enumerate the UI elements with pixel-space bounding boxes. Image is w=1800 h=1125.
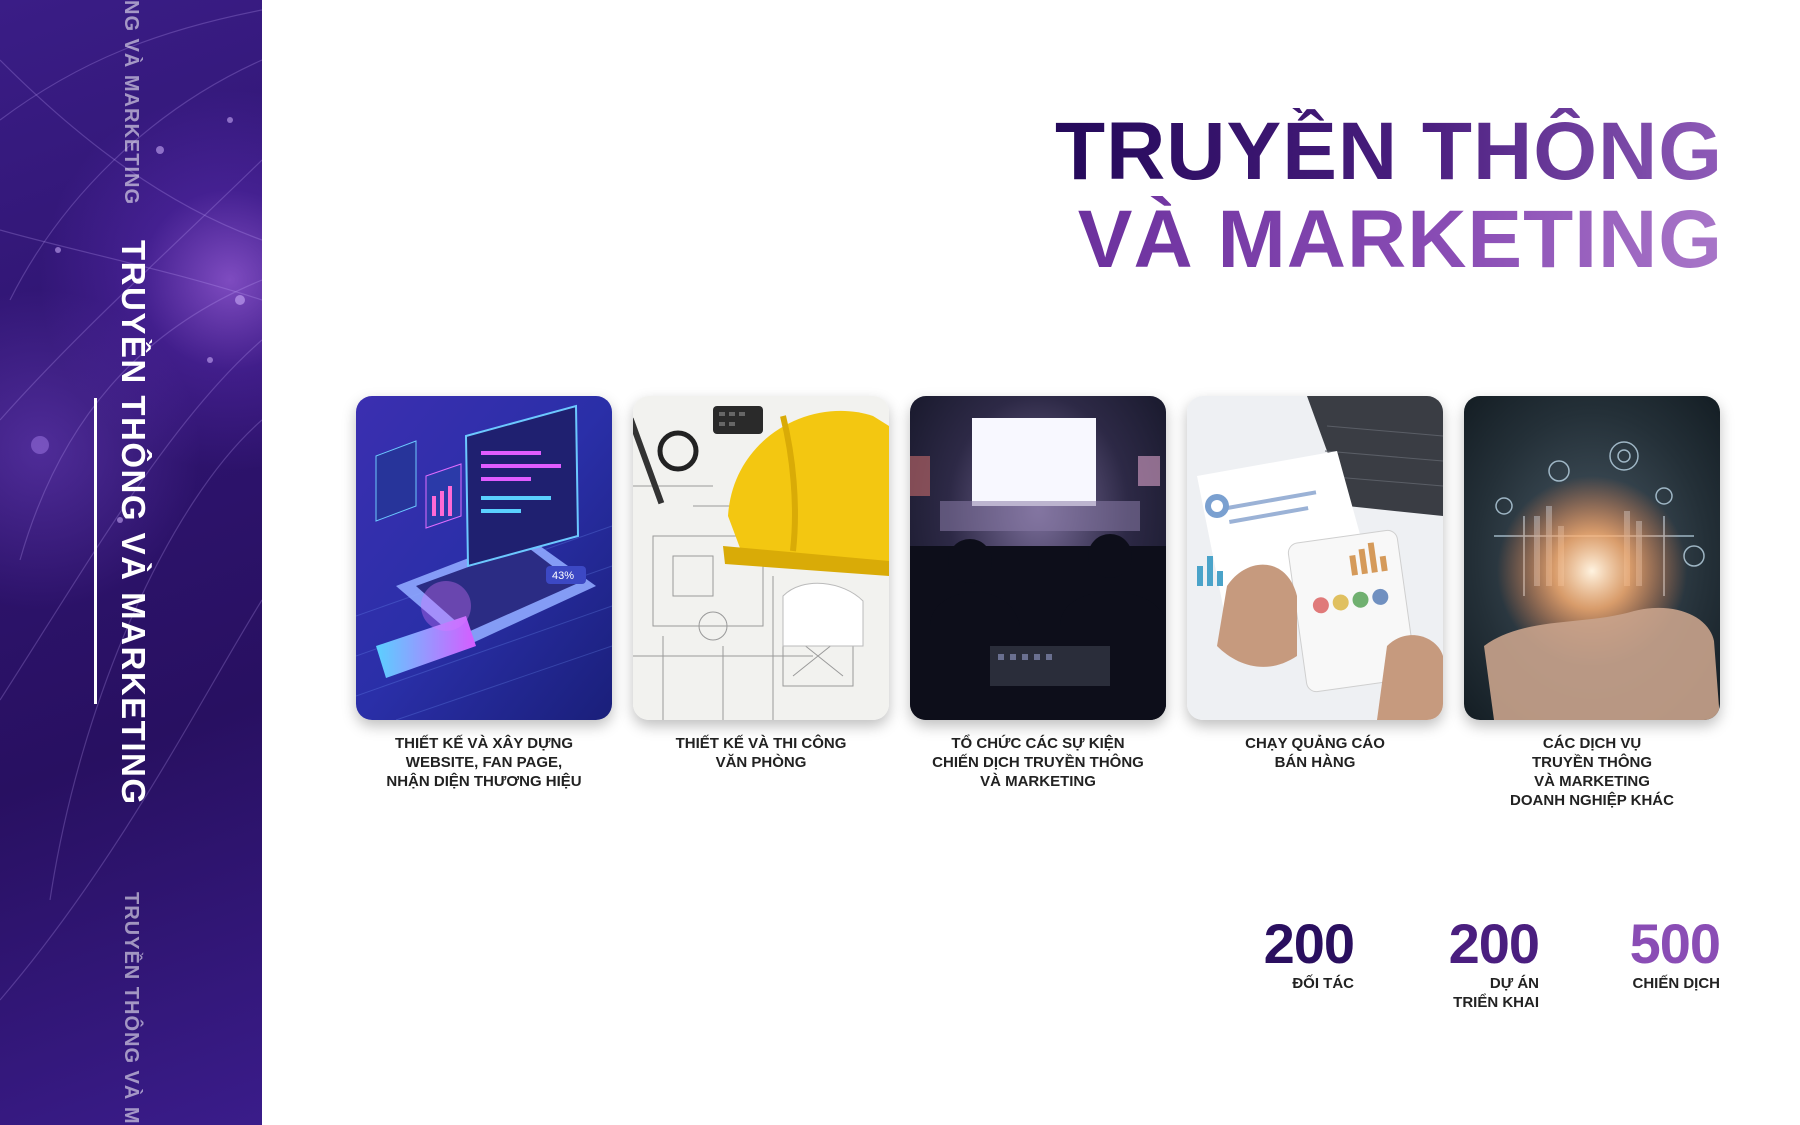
stat-value: 500 [1629, 912, 1721, 975]
digital-hand-image [1464, 396, 1720, 720]
tablet-charts-image [1187, 396, 1443, 720]
svg-text:43%: 43% [552, 570, 574, 582]
stat-label: DỰ ÁN TRIỂN KHAI [1453, 975, 1539, 1011]
stat-value: 200 [1448, 912, 1540, 975]
stat-label: ĐỐI TÁC [1292, 975, 1354, 992]
title-line-2: VÀ MARKETING [1055, 196, 1723, 284]
stat-projects: 200 DỰ ÁN TRIỂN KHAI [1448, 912, 1540, 1012]
services-list: 43% THIẾT KẾ VÀ XÂY DỰNG WEBSITE, FAN PA… [356, 396, 1720, 816]
service-label: THIẾT KẾ VÀ XÂY DỰNG WEBSITE, FAN PAGE, … [386, 735, 582, 790]
service-card-events[interactable]: TỔ CHỨC CÁC SỰ KIỆN CHIẾN DỊCH TRUYỀN TH… [910, 396, 1166, 791]
sidebar-banner: TRUYỀN THÔNG VÀ MARKETING TRUYỀN THÔNG V… [0, 0, 262, 1125]
isometric-laptop-image: 43% [356, 396, 612, 720]
sidebar-title: TRUYỀN THÔNG VÀ MARKETING [115, 240, 152, 806]
service-card-web-design[interactable]: 43% THIẾT KẾ VÀ XÂY DỰNG WEBSITE, FAN PA… [356, 396, 612, 791]
service-card-ads[interactable]: CHẠY QUẢNG CÁO BÁN HÀNG [1187, 396, 1443, 772]
page-title: TRUYỀN THÔNG VÀ MARKETING [1055, 108, 1723, 284]
hard-hat-blueprint-image [633, 396, 889, 720]
fiber-optic-background [0, 9, 262, 1001]
service-card-other[interactable]: CÁC DỊCH VỤ TRUYỀN THÔNG VÀ MARKETING DO… [1464, 396, 1720, 810]
service-label: CHẠY QUẢNG CÁO BÁN HÀNG [1245, 735, 1385, 771]
stat-value: 200 [1263, 912, 1355, 975]
event-stage-image [910, 396, 1166, 720]
sidebar-bottom-caption: TRUYỀN THÔNG VÀ MARKETING [120, 892, 142, 1125]
title-line-1: TRUYỀN THÔNG [1055, 106, 1723, 197]
service-card-office-design[interactable]: THIẾT KẾ VÀ THI CÔNG VĂN PHÒNG [633, 396, 889, 772]
sidebar-top-caption: TRUYỀN THÔNG VÀ MARKETING [120, 0, 142, 205]
service-label: CÁC DỊCH VỤ TRUYỀN THÔNG VÀ MARKETING DO… [1510, 735, 1674, 809]
stat-campaigns: 500 CHIẾN DỊCH [1629, 912, 1721, 993]
sidebar-divider [94, 398, 97, 704]
stat-partners: 200 ĐỐI TÁC [1263, 912, 1355, 993]
stat-label: CHIẾN DỊCH [1632, 975, 1720, 992]
service-label: THIẾT KẾ VÀ THI CÔNG VĂN PHÒNG [675, 735, 847, 771]
service-label: TỔ CHỨC CÁC SỰ KIỆN CHIẾN DỊCH TRUYỀN TH… [932, 735, 1144, 790]
